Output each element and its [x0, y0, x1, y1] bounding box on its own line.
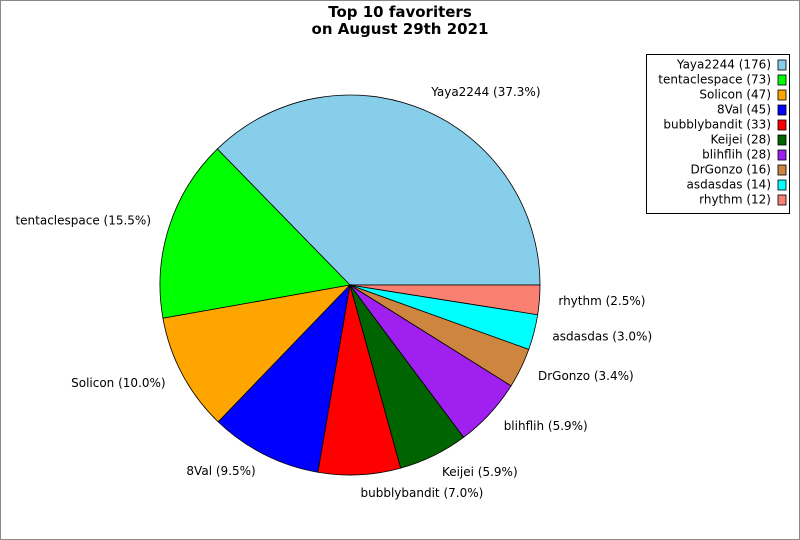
legend-swatch	[777, 119, 787, 131]
legend-swatch	[777, 134, 787, 146]
legend-swatch	[777, 164, 787, 176]
pie-slice	[349, 284, 541, 316]
pie-slice	[217, 283, 351, 473]
legend-label: bubblybandit (33)	[663, 118, 771, 132]
legend-box	[646, 54, 790, 214]
legend-swatch	[777, 149, 787, 161]
legend-label: tentaclespace (73)	[658, 73, 771, 87]
slice-label: DrGonzo (3.4%)	[538, 369, 634, 383]
pie-slice	[216, 94, 541, 286]
legend-label: 8Val (45)	[717, 103, 771, 117]
legend-swatch	[777, 74, 787, 86]
slice-label: rhythm (2.5%)	[558, 294, 645, 308]
legend-label: Yaya2244 (176)	[676, 58, 771, 72]
slice-label: bubblybandit (7.0%)	[361, 486, 484, 500]
legend-label: DrGonzo (16)	[690, 163, 771, 177]
slice-label: 8Val (9.5%)	[186, 464, 255, 478]
legend-swatch	[777, 89, 787, 101]
legend-label: Keijei (28)	[711, 133, 772, 147]
chart-title: Top 10 favoriters on August 29th 2021	[312, 3, 489, 38]
slice-label: Yaya2244 (37.3%)	[430, 85, 540, 99]
slice-label: asdasdas (3.0%)	[552, 329, 652, 343]
legend-swatch	[777, 59, 787, 71]
slice-label: blihflih (5.9%)	[504, 419, 588, 433]
pie-slice	[162, 284, 352, 423]
slice-label: Keijei (5.9%)	[442, 465, 518, 479]
legend-label: Solicon (47)	[699, 88, 771, 102]
slice-label: tentaclespace (15.5%)	[15, 214, 151, 228]
legend-swatch	[777, 194, 787, 206]
pie-slice	[159, 148, 351, 319]
slice-label: Solicon (10.0%)	[71, 376, 165, 390]
legend-label: asdasdas (14)	[687, 178, 772, 192]
legend-label: blihflih (28)	[702, 148, 771, 162]
legend-swatch	[777, 179, 787, 191]
legend-label: rhythm (12)	[699, 193, 771, 207]
legend-swatch	[777, 104, 787, 116]
